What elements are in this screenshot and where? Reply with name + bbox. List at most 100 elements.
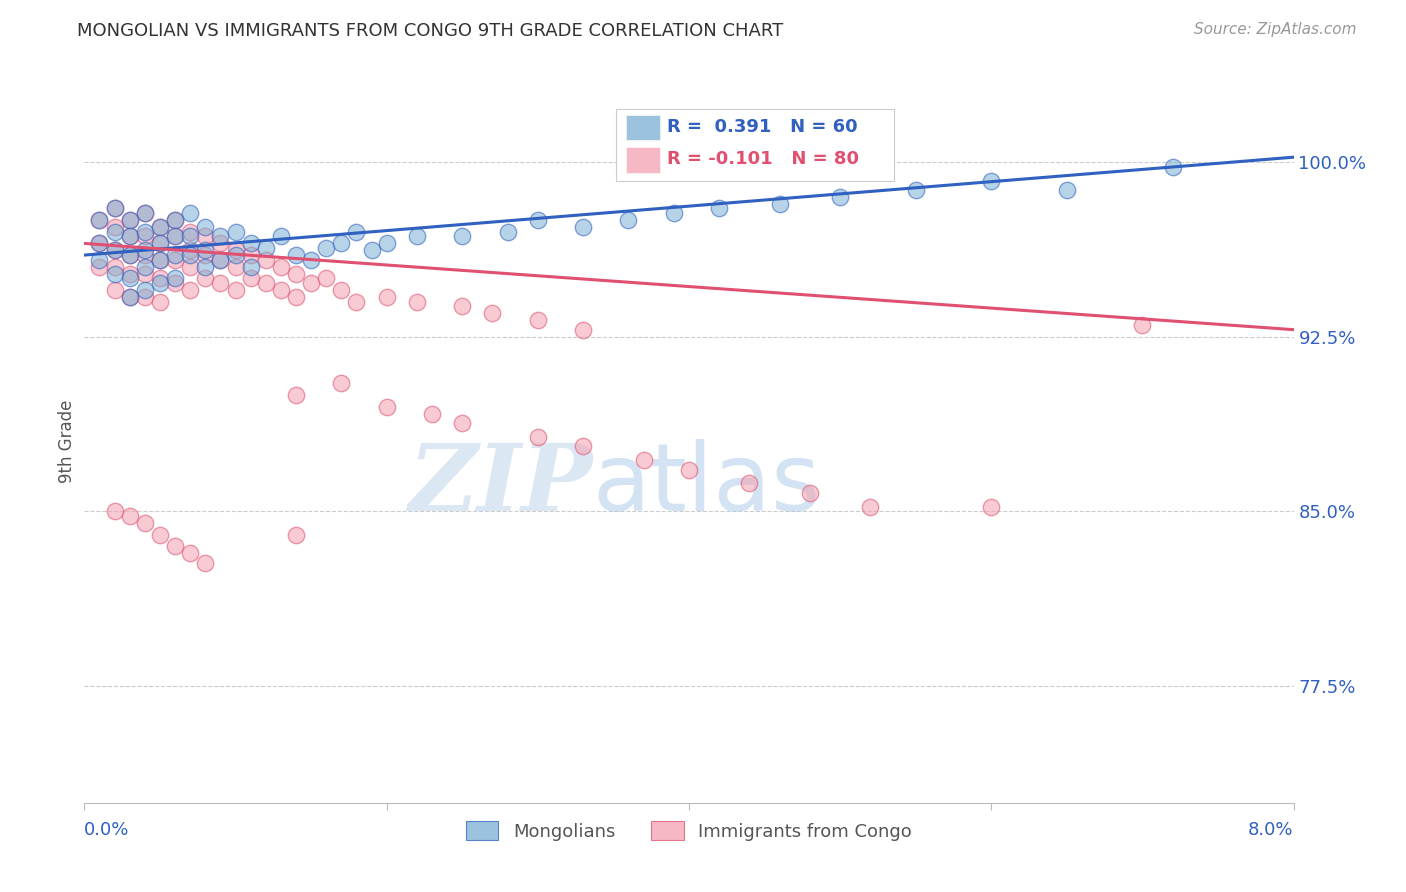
Text: Source: ZipAtlas.com: Source: ZipAtlas.com: [1194, 22, 1357, 37]
Point: [662, 206, 685, 220]
Point: [194, 556, 217, 570]
Text: atlas: atlas: [592, 439, 821, 531]
Text: 8.0%: 8.0%: [1249, 822, 1294, 839]
Legend: Mongolians, Immigrants from Congo: Mongolians, Immigrants from Congo: [458, 814, 920, 848]
Point: [270, 260, 292, 274]
Point: [149, 220, 172, 235]
Point: [209, 252, 232, 267]
Point: [104, 504, 127, 518]
Point: [330, 236, 353, 251]
Point: [254, 252, 277, 267]
Point: [254, 241, 277, 255]
Point: [1056, 183, 1078, 197]
Point: [149, 236, 172, 251]
Point: [134, 283, 156, 297]
Point: [285, 388, 308, 402]
Point: [134, 248, 156, 262]
Point: [165, 252, 187, 267]
Point: [179, 244, 201, 258]
Point: [451, 416, 474, 430]
FancyBboxPatch shape: [626, 115, 659, 140]
Point: [118, 290, 141, 304]
FancyBboxPatch shape: [616, 109, 894, 181]
Point: [859, 500, 882, 514]
Point: [254, 276, 277, 290]
Point: [194, 244, 217, 258]
Point: [799, 485, 821, 500]
Point: [104, 225, 127, 239]
Point: [633, 453, 655, 467]
Point: [678, 462, 700, 476]
Point: [134, 244, 156, 258]
Point: [406, 229, 429, 244]
Point: [299, 252, 322, 267]
Point: [270, 229, 292, 244]
Point: [104, 202, 127, 216]
Point: [225, 244, 247, 258]
Point: [104, 244, 127, 258]
Point: [194, 220, 217, 235]
Point: [104, 244, 127, 258]
Point: [149, 528, 172, 542]
Point: [1132, 318, 1154, 332]
Point: [270, 283, 292, 297]
Point: [149, 236, 172, 251]
Point: [165, 248, 187, 262]
Point: [118, 248, 141, 262]
Text: R = -0.101   N = 80: R = -0.101 N = 80: [668, 150, 859, 168]
Point: [118, 229, 141, 244]
Point: [375, 290, 398, 304]
Point: [285, 248, 308, 262]
Point: [104, 202, 127, 216]
Point: [89, 213, 111, 227]
Text: 0.0%: 0.0%: [84, 822, 129, 839]
Point: [118, 213, 141, 227]
Point: [134, 229, 156, 244]
Point: [134, 206, 156, 220]
Point: [134, 516, 156, 530]
Point: [239, 260, 262, 274]
Point: [194, 248, 217, 262]
Point: [360, 244, 382, 258]
Point: [165, 229, 187, 244]
Point: [149, 252, 172, 267]
Point: [118, 271, 141, 285]
Point: [225, 248, 247, 262]
Point: [209, 252, 232, 267]
Point: [709, 202, 731, 216]
Point: [527, 313, 550, 327]
Point: [134, 267, 156, 281]
Point: [375, 236, 398, 251]
Point: [769, 196, 792, 211]
Point: [225, 260, 247, 274]
Point: [904, 183, 927, 197]
Point: [118, 267, 141, 281]
Point: [149, 271, 172, 285]
Point: [194, 260, 217, 274]
Point: [165, 213, 187, 227]
Point: [330, 283, 353, 297]
Point: [346, 294, 368, 309]
Point: [239, 271, 262, 285]
Point: [1161, 160, 1184, 174]
Point: [104, 283, 127, 297]
Point: [406, 294, 429, 309]
Point: [179, 546, 201, 560]
Point: [104, 267, 127, 281]
Point: [194, 229, 217, 244]
Point: [194, 271, 217, 285]
Point: [285, 267, 308, 281]
Text: R =  0.391   N = 60: R = 0.391 N = 60: [668, 118, 858, 136]
Point: [738, 476, 761, 491]
Point: [118, 509, 141, 524]
Point: [527, 213, 550, 227]
Point: [179, 248, 201, 262]
Point: [315, 271, 337, 285]
Point: [285, 290, 308, 304]
Point: [346, 225, 368, 239]
Point: [209, 229, 232, 244]
Point: [149, 220, 172, 235]
Point: [420, 407, 443, 421]
Point: [496, 225, 519, 239]
Point: [165, 213, 187, 227]
